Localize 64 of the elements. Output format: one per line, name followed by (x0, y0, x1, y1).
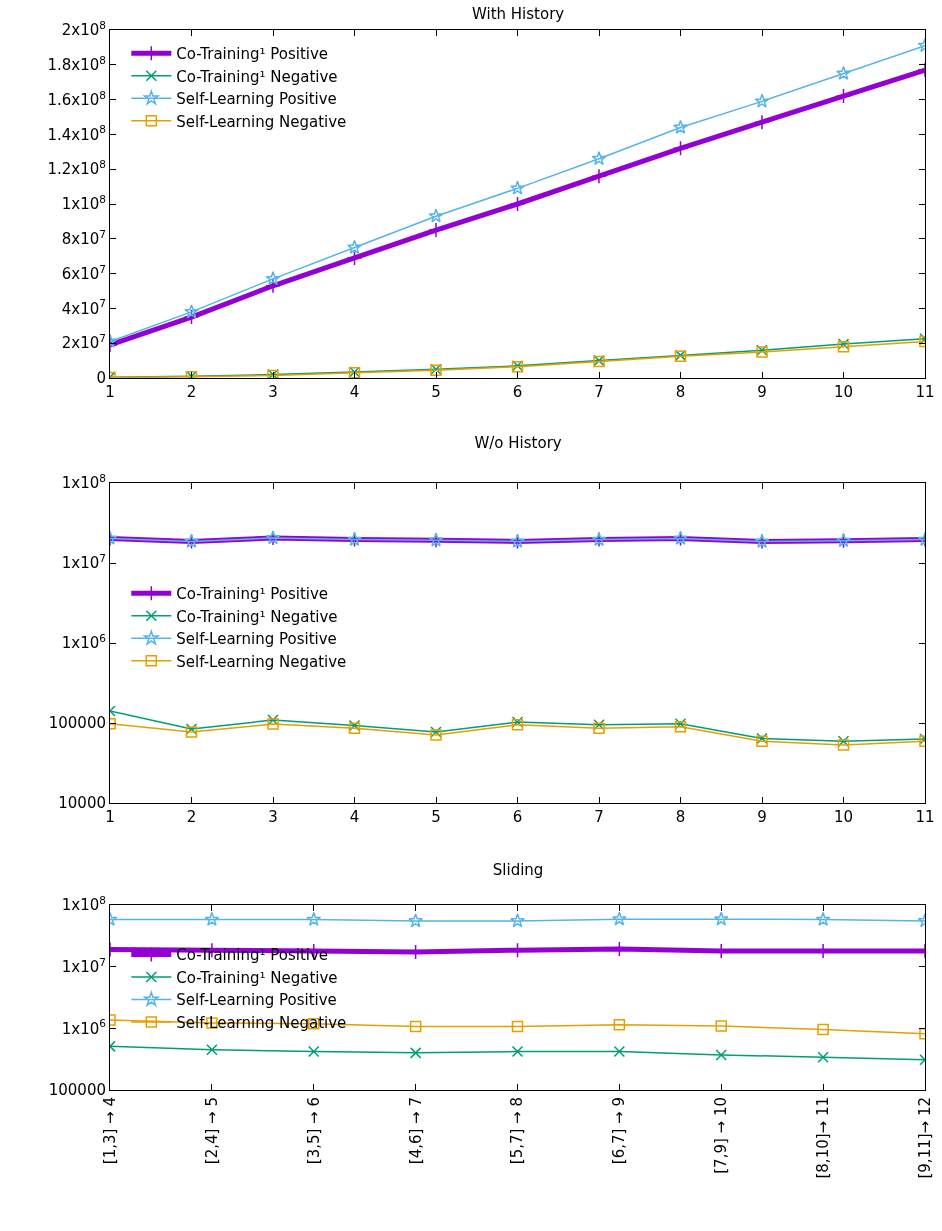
x-tick-label: 5 (431, 808, 441, 826)
x-tick-label: 3 (268, 383, 278, 401)
x-tick-label: 5 (431, 383, 441, 401)
x-tick-label: 9 (757, 383, 767, 401)
legend-label: Self-Learning Positive (176, 90, 337, 109)
y-tick-label: 1.2x10$^{8}$ (47, 158, 106, 179)
y-tick-label: 2x10$^{8}$ (61, 18, 106, 40)
y-tick-label: 100000 (48, 714, 106, 733)
y-tick-label: 6x10$^{7}$ (61, 262, 106, 283)
x-tick-label: 11 (915, 383, 935, 401)
x-tick-label: 2 (186, 808, 197, 826)
x-tick-label: 7 (594, 383, 604, 401)
x-tick-label: [2,4] → 5 (202, 1097, 221, 1165)
legend-label: Co-Training¹ Negative (176, 607, 338, 626)
x-tick-label: 10 (833, 383, 854, 401)
legend-label: Self-Learning Positive (176, 630, 337, 649)
legend-label: Co-Training¹ Positive (176, 585, 329, 604)
y-tick-label: 1x10$^{7}$ (61, 955, 106, 976)
x-tick-label: 7 (594, 808, 604, 826)
y-tick-label: 0 (96, 369, 106, 388)
y-tick-label: 8x10$^{7}$ (61, 227, 106, 249)
y-tick-label: 1x10$^{6}$ (61, 1017, 107, 1038)
legend-label: Co-Training¹ Negative (176, 67, 338, 86)
x-tick-label: 6 (512, 383, 523, 401)
y-tick-label: 1x10$^{7}$ (61, 551, 106, 573)
y-tick-label: 1.8x10$^{8}$ (47, 53, 106, 75)
x-tick-label: 1 (105, 383, 115, 401)
x-tick-label: [6,7] → 9 (610, 1097, 629, 1165)
legend-label: Co-Training¹ Negative (176, 968, 338, 987)
x-tick-label: 4 (349, 383, 360, 401)
chart-title: With History (472, 5, 565, 24)
x-tick-label: 1 (105, 808, 115, 826)
x-tick-label: 10 (833, 808, 854, 826)
x-tick-label: [4,6] → 7 (406, 1097, 425, 1165)
x-tick-label: 6 (512, 808, 523, 826)
y-tick-label: 1.6x10$^{8}$ (47, 88, 106, 109)
x-tick-label: 2 (186, 383, 197, 401)
x-tick-label: 4 (349, 808, 360, 826)
y-tick-label: 1x10$^{6}$ (61, 631, 107, 653)
x-tick-label: [9,11]→ 12 (915, 1097, 934, 1179)
x-tick-label: 3 (268, 808, 278, 826)
chart-title: W/o History (474, 434, 562, 453)
legend-label: Self-Learning Negative (176, 652, 347, 671)
y-tick-label: 1.4x10$^{8}$ (47, 123, 106, 144)
y-tick-label: 2x10$^{7}$ (61, 332, 106, 353)
x-tick-label: 9 (757, 808, 767, 826)
y-tick-label: 1x10$^{8}$ (61, 192, 106, 214)
x-tick-label: [5,7] → 8 (508, 1097, 527, 1165)
x-tick-label: [8,10]→ 11 (813, 1097, 832, 1179)
x-tick-label: [1,3] → 4 (100, 1097, 119, 1165)
y-tick-label: 1x10$^{8}$ (61, 893, 106, 915)
y-tick-label: 1x10$^{8}$ (61, 471, 106, 493)
legend-label: Co-Training¹ Positive (176, 45, 329, 64)
x-tick-label: [7,9] → 10 (712, 1097, 731, 1174)
x-tick-label: 8 (675, 808, 686, 826)
x-tick-label: 11 (915, 808, 935, 826)
y-tick-label: 4x10$^{7}$ (61, 297, 106, 318)
legend-label: Self-Learning Negative (176, 112, 347, 131)
legend-label: Self-Learning Positive (176, 991, 337, 1010)
y-tick-label: 10000 (58, 794, 106, 813)
x-tick-label: 8 (675, 383, 686, 401)
x-tick-label: [3,5] → 6 (304, 1097, 323, 1165)
y-tick-label: 100000 (48, 1081, 106, 1100)
chart-title: Sliding (492, 861, 544, 880)
